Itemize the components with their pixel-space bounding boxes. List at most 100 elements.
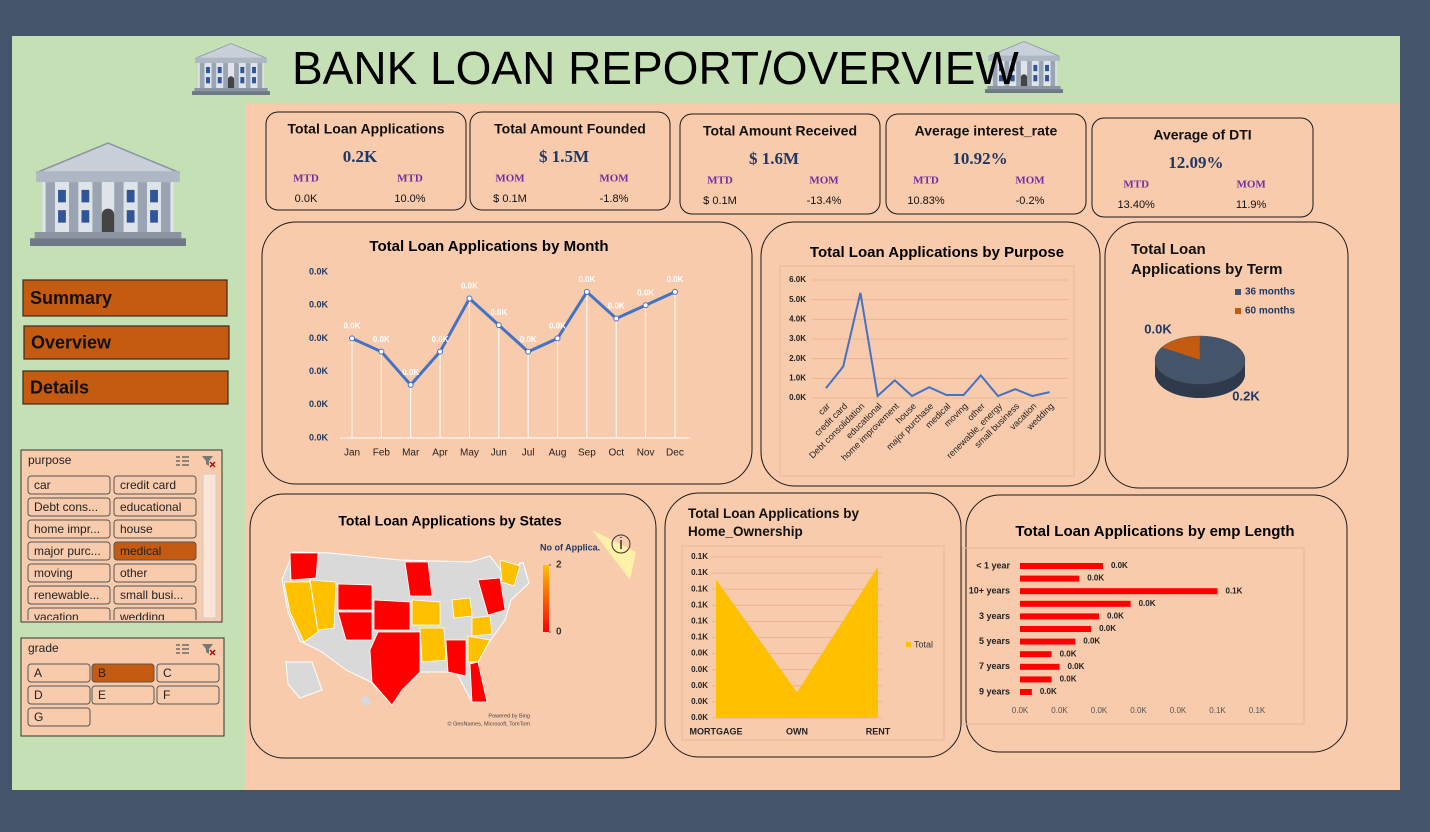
data-label: 0.0K <box>1107 612 1124 621</box>
data-label: 0.0K <box>490 308 507 317</box>
nav-button[interactable] <box>22 370 229 405</box>
y-tick-label: 3 years <box>979 611 1010 621</box>
x-tick-label: Apr <box>432 448 448 459</box>
slicer-item-label[interactable]: medical <box>120 544 161 558</box>
slicer-item[interactable] <box>27 707 91 727</box>
y-tick-label: 0.1K <box>691 600 708 609</box>
slicer-item-label[interactable]: Debt cons... <box>34 500 98 514</box>
y-tick-label: 0.1K <box>691 584 708 593</box>
slicer-item[interactable] <box>27 685 91 705</box>
slicer-item[interactable] <box>113 497 197 517</box>
map-region <box>419 627 447 663</box>
slicer-item[interactable] <box>27 519 111 539</box>
point <box>613 315 620 322</box>
map-region <box>411 599 441 626</box>
map-region <box>404 561 433 597</box>
slicer-item[interactable] <box>27 475 111 495</box>
plot-frame <box>681 545 945 741</box>
line <box>825 292 1050 399</box>
x-tick-label: 0.0K <box>1051 706 1068 715</box>
x-tick-label: Dec <box>666 448 684 459</box>
slicer-item[interactable] <box>113 585 197 605</box>
nav-label[interactable]: Summary <box>30 288 112 308</box>
data-label: 0.0K <box>461 282 478 291</box>
panel <box>1091 117 1314 218</box>
kpi-value: $ 1.5M <box>539 147 589 166</box>
slicer-item[interactable] <box>113 519 197 539</box>
slicer-item-label[interactable]: F <box>163 688 170 702</box>
slicer-item[interactable] <box>113 607 197 626</box>
nav-button[interactable] <box>23 325 230 360</box>
kpi-label: MTD <box>1123 179 1149 191</box>
y-tick-label: < 1 year <box>976 560 1010 570</box>
slicer-item-label[interactable]: A <box>34 666 42 680</box>
legend-swatch <box>1235 308 1241 314</box>
slicer-item-label[interactable]: credit card <box>120 478 176 492</box>
slicer-item-label[interactable]: D <box>34 688 43 702</box>
slicer-item-label[interactable]: small busi... <box>120 588 183 602</box>
legend-swatch <box>906 642 911 647</box>
slicer-item[interactable] <box>27 607 111 626</box>
nav-label[interactable]: Overview <box>31 332 112 352</box>
slicer-item-label[interactable]: B <box>98 666 106 680</box>
y-tick-label: 0.0K <box>691 681 708 690</box>
kpi-label: MTD <box>293 173 319 185</box>
slicer-item-label[interactable]: other <box>120 566 147 580</box>
slicer-item[interactable] <box>156 685 220 705</box>
bar <box>1020 575 1080 582</box>
slicer-item[interactable] <box>27 663 91 683</box>
bar <box>1020 676 1052 683</box>
slicer-item-label[interactable]: car <box>34 478 51 492</box>
legend-label: 60 months <box>1245 306 1295 317</box>
slicer-item-label[interactable]: moving <box>34 566 73 580</box>
slicer-item[interactable] <box>156 663 220 683</box>
data-label: 0.0K <box>549 322 566 331</box>
slicer-item-label[interactable]: renewable... <box>34 588 99 602</box>
slicer-item-label[interactable]: home impr... <box>34 522 100 536</box>
kpi-sub-value: 10.0% <box>394 193 425 205</box>
kpi-sub-value: $ 0.1M <box>703 195 737 207</box>
slicer-item-label[interactable]: major purc... <box>34 544 101 558</box>
y-tick-label: 0.1K <box>691 568 708 577</box>
chart-title: Total Loan Applications by Home_Ownershi… <box>688 506 859 539</box>
chart-title: Total Loan Applications by Term <box>1131 241 1282 278</box>
x-tick-label: 0.0K <box>1130 706 1147 715</box>
chart-title: Total Loan Applications by States <box>338 513 561 529</box>
map-region <box>373 599 411 631</box>
slicer-title: purpose <box>28 453 72 467</box>
slicer-item-label[interactable]: vacation <box>34 610 79 624</box>
slicer-item[interactable] <box>113 563 197 583</box>
slicer-item-label[interactable]: G <box>34 710 43 724</box>
nav-button[interactable] <box>22 279 228 317</box>
slicer-item[interactable] <box>113 475 197 495</box>
slicer-item[interactable] <box>91 663 155 683</box>
slicer-item-label[interactable]: E <box>98 688 106 702</box>
kpi-label: MTD <box>397 173 423 185</box>
slicer-item[interactable] <box>113 541 197 561</box>
y-tick-label: 0.0K <box>789 393 806 402</box>
data-label: 0.0K <box>520 335 537 344</box>
slicer-item[interactable] <box>27 563 111 583</box>
slicer-item-label[interactable]: wedding <box>119 610 165 624</box>
slicer-item[interactable] <box>27 541 111 561</box>
y-tick-label: 0.0K <box>691 713 708 722</box>
kpi-sub-value: $ 0.1M <box>493 193 527 205</box>
slicer-item[interactable] <box>91 685 155 705</box>
kpi-value: $ 1.6M <box>749 149 799 168</box>
point <box>525 348 532 355</box>
slicer-item-label[interactable]: house <box>120 522 153 536</box>
slicer-item[interactable] <box>27 497 111 517</box>
nav-label[interactable]: Details <box>30 377 89 397</box>
kpi-title: Average interest_rate <box>915 123 1058 139</box>
y-tick-label: 0.1K <box>691 633 708 642</box>
y-tick-label: 5 years <box>979 636 1010 646</box>
slicer-item-label[interactable]: educational <box>120 500 181 514</box>
kpi-value: 0.2K <box>343 147 378 166</box>
data-label: 0.2K <box>1232 388 1260 403</box>
slicer-item[interactable] <box>27 585 111 605</box>
bar <box>1020 563 1103 569</box>
y-tick-label: 0.0K <box>309 300 329 310</box>
slicer-item-label[interactable]: C <box>163 666 172 680</box>
map-hawaii <box>360 696 372 706</box>
